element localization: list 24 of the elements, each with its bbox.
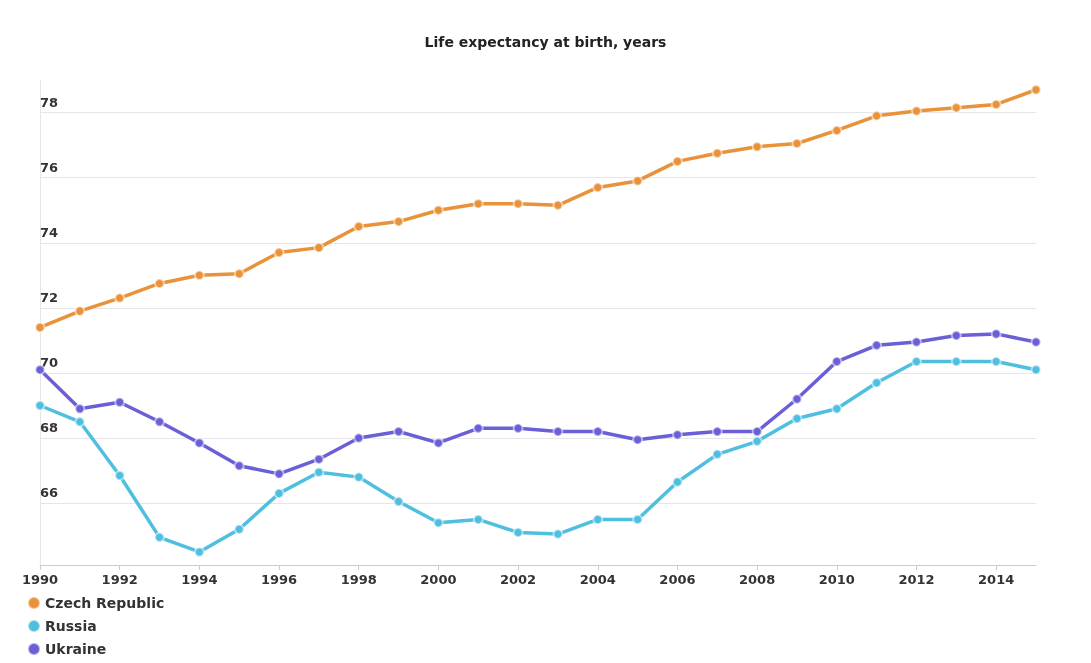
x-tick-label: 2004	[579, 572, 616, 587]
x-tick-label: 1990	[21, 572, 59, 587]
x-tick-label: 1992	[101, 572, 138, 587]
y-tick-label: 66	[40, 485, 59, 501]
y-tick-label: 70	[40, 354, 59, 370]
y-tick-label: 74	[40, 224, 59, 240]
x-tick-label: 2008	[739, 572, 776, 587]
legend-label: Russia	[45, 618, 97, 634]
x-tick-label: 2000	[420, 572, 457, 587]
x-tick-label: 2006	[659, 572, 696, 587]
legend-label: Ukraine	[45, 641, 107, 657]
x-tick-label: 2002	[499, 572, 537, 587]
x-tick-label: 1994	[181, 572, 218, 587]
y-tick-label: 76	[40, 159, 59, 175]
x-tick-label: 2010	[818, 572, 855, 587]
y-tick-label: 72	[40, 289, 59, 305]
y-tick-label: 68	[40, 420, 59, 436]
chart-title: Life expectancy at birth, years	[424, 34, 667, 50]
legend-label: Czech Republic	[45, 595, 165, 611]
y-tick-label: 78	[40, 94, 59, 110]
x-tick-label: 2014	[978, 572, 1015, 587]
x-tick-label: 1998	[340, 572, 377, 587]
x-tick-label: 1996	[260, 572, 298, 587]
x-tick-label: 2012	[898, 572, 935, 587]
